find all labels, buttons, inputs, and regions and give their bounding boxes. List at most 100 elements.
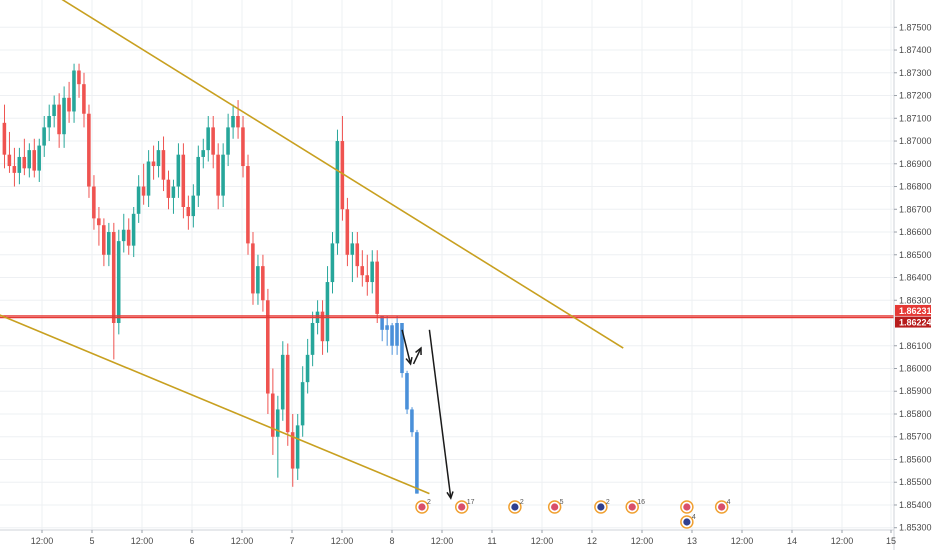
candle-body	[121, 229, 126, 242]
arrow-line[interactable]	[412, 347, 422, 365]
event-count: 2	[520, 499, 524, 506]
event-count: 2	[427, 499, 431, 506]
candle-body	[7, 154, 12, 167]
candle-body	[355, 243, 360, 267]
arrow-line[interactable]	[428, 329, 452, 499]
candle-body	[340, 141, 345, 210]
candle-body	[345, 209, 350, 255]
candle-body	[126, 229, 131, 246]
candle-body	[102, 225, 106, 255]
x-tick-label: 12:00	[731, 536, 754, 546]
candle-body	[335, 141, 340, 244]
candle-body	[375, 261, 379, 314]
candle-body	[77, 70, 81, 85]
candle-body	[226, 127, 230, 155]
x-tick-label: 12:00	[331, 536, 354, 546]
candle-body	[87, 113, 91, 187]
x-tick-label: 12:00	[831, 536, 854, 546]
candle-body	[22, 156, 27, 169]
y-tick-label: 1.85600	[899, 454, 932, 464]
time-axis-bg	[0, 530, 894, 550]
candle-body	[246, 166, 250, 244]
event-marker[interactable]: 17	[454, 499, 475, 514]
candle-body	[166, 179, 171, 198]
candle-body	[42, 127, 46, 146]
event-marker[interactable]: 5	[547, 499, 564, 514]
event-marker[interactable]: 2	[508, 499, 524, 514]
event-marker[interactable]: 16	[625, 499, 645, 514]
candle-body	[241, 127, 245, 167]
x-tick-label: 14	[787, 536, 797, 546]
candle-body	[47, 116, 51, 128]
candle-body	[176, 154, 181, 187]
candle-body	[280, 354, 285, 410]
candle-body	[151, 161, 156, 167]
candle-body	[181, 154, 186, 207]
candle-body	[285, 354, 290, 433]
event-marker[interactable]: 4	[714, 499, 731, 514]
y-tick-label: 1.86700	[899, 204, 932, 214]
x-tick-label: 6	[189, 536, 194, 546]
candle-body	[82, 84, 86, 114]
projection-candle	[390, 325, 394, 346]
event-marker[interactable]: 2	[415, 499, 431, 514]
candle-body	[111, 232, 116, 324]
candle-body	[146, 161, 151, 196]
candle-body	[106, 232, 111, 255]
flag-fill	[683, 518, 691, 526]
candle-body	[186, 206, 191, 217]
projection-candle	[400, 323, 404, 374]
y-tick-label: 1.86500	[899, 250, 932, 260]
candle-body	[290, 432, 295, 469]
candle-body	[141, 186, 146, 196]
y-tick-label: 1.85700	[899, 432, 932, 442]
projection-candle	[405, 373, 409, 410]
candle-body	[365, 275, 369, 283]
candle-body	[211, 127, 215, 155]
event-marker[interactable]	[680, 500, 694, 514]
candle-body	[221, 154, 225, 196]
y-tick-label: 1.86600	[899, 227, 932, 237]
candle-body	[156, 150, 161, 167]
projection-candle	[410, 409, 414, 433]
x-tick-label: 8	[389, 536, 394, 546]
price-tag	[895, 304, 931, 316]
candle-body	[231, 116, 235, 128]
y-tick-label: 1.86800	[899, 182, 932, 192]
candle-body	[251, 243, 255, 294]
price-tag-label: 1.86231	[899, 306, 932, 316]
candle-body	[32, 150, 36, 171]
x-tick-label: 12:00	[131, 536, 154, 546]
flag-fill	[511, 503, 519, 511]
arrow-line[interactable]	[401, 329, 412, 365]
projection-candle	[380, 316, 384, 330]
candle-body	[325, 282, 330, 342]
y-tick-label: 1.86300	[899, 295, 932, 305]
y-tick-label: 1.85500	[899, 477, 932, 487]
event-marker[interactable]: 2	[594, 499, 610, 514]
x-tick-label: 12	[587, 536, 597, 546]
x-tick-label: 11	[487, 536, 496, 546]
y-tick-label: 1.87500	[899, 22, 932, 32]
projection-candle	[395, 323, 399, 346]
flag-fill	[718, 503, 726, 511]
flag-fill	[683, 503, 691, 511]
x-tick-label: 13	[687, 536, 697, 546]
projection-candle	[385, 325, 389, 330]
candle-body	[171, 186, 176, 198]
trendline[interactable]	[0, 0, 624, 349]
candle-body	[131, 213, 136, 246]
candle-body	[206, 127, 210, 151]
candle-body	[72, 70, 76, 112]
trendline[interactable]	[0, 314, 430, 495]
y-tick-label: 1.86400	[899, 273, 932, 283]
candle-body	[62, 97, 66, 135]
event-marker[interactable]: 4	[680, 514, 696, 529]
y-tick-label: 1.87300	[899, 68, 932, 78]
candle-body	[360, 266, 365, 276]
candle-body	[330, 243, 335, 283]
price-tag	[895, 316, 931, 328]
